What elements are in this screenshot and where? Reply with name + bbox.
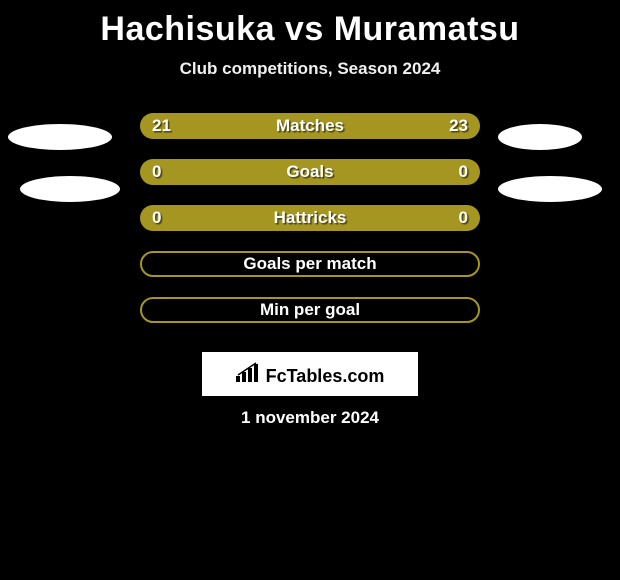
stat-row: Min per goal: [0, 297, 620, 343]
badge-text: FcTables.com: [266, 366, 385, 387]
stat-row: 2123Matches: [0, 113, 620, 159]
stat-row: 00Hattricks: [0, 205, 620, 251]
stat-label: Matches: [140, 113, 480, 139]
bars-icon: [236, 362, 262, 382]
stats-container: 2123Matches00Goals00HattricksGoals per m…: [0, 113, 620, 343]
source-badge: FcTables.com: [202, 352, 418, 396]
stat-label: Hattricks: [140, 205, 480, 231]
stat-row: 00Goals: [0, 159, 620, 205]
stat-row: Goals per match: [0, 251, 620, 297]
stat-label: Min per goal: [140, 297, 480, 323]
date-label: 1 november 2024: [0, 408, 620, 428]
stat-label: Goals: [140, 159, 480, 185]
stat-label: Goals per match: [140, 251, 480, 277]
page-title: Hachisuka vs Muramatsu: [0, 0, 620, 49]
subtitle: Club competitions, Season 2024: [0, 59, 620, 79]
